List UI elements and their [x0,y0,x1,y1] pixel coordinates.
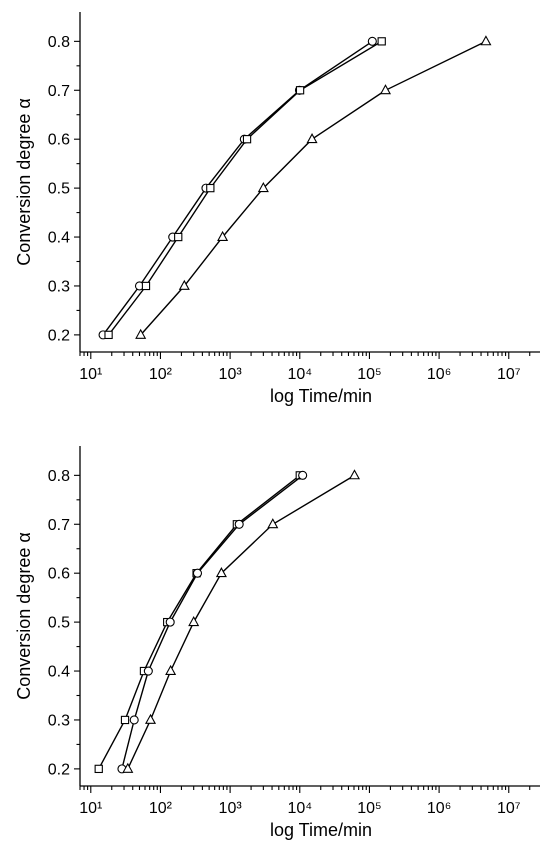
x-tick-label: 10⁵ [357,800,381,817]
data-point-square [174,232,183,242]
y-tick-label: 0.2 [48,327,70,344]
data-point-square [104,330,113,340]
x-tick-label: 10² [149,366,173,383]
data-point-circle [298,470,308,480]
series-line [121,474,304,770]
x-tick-label: 10² [149,800,173,817]
x-tick-label: 10⁷ [497,800,521,817]
y-tick-label: 0.5 [48,181,70,198]
data-point-square [120,715,130,725]
data-point-circle [143,666,153,676]
data-point-square [94,764,103,774]
data-point-triangle [379,84,392,95]
series-line [102,40,373,336]
chart-top: 0.2 0.3 0.4 0.5 0.6 0.7 0.8 10¹ 10² 10³ 10⁴ 10⁵ 10⁶ 1… [14,12,540,406]
y-tick-label: 0.6 [48,566,70,583]
data-point-triangle [257,181,269,193]
x-tick-label: 10⁴ [287,366,312,383]
data-point-triangle [215,567,227,578]
x-axis-title: log Time/min [270,386,372,406]
y-tick-label: 0.4 [48,664,70,681]
data-point-triangle [348,469,361,480]
data-point-triangle [267,518,279,529]
series-line [98,474,301,770]
data-point-triangle [135,328,147,339]
data-point-circle [192,568,203,578]
data-point-circle [234,519,244,529]
y-tick-label: 0.3 [48,712,70,729]
data-point-square [295,86,305,95]
data-point-square [141,281,151,291]
data-point-circle [165,617,175,627]
y-tick-label: 0.8 [48,468,70,485]
data-point-square [377,37,386,46]
data-point-circle [367,36,377,46]
data-point-square [242,135,252,144]
y-tick-label: 0.7 [48,83,70,100]
series-square [94,471,304,774]
y-tick-label: 0.6 [48,132,70,149]
data-point-square [206,183,215,193]
y-tick-label: 0.2 [48,761,70,778]
data-point-triangle [217,230,229,241]
x-tick-label: 10³ [219,366,243,383]
data-point-triangle [122,762,134,773]
series-line [108,40,383,336]
y-tick-label: 0.5 [48,615,70,632]
data-point-triangle [306,133,318,144]
x-tick-label: 10⁶ [427,366,451,383]
data-point-triangle [178,279,190,290]
data-point-circle [129,715,139,725]
series-line [140,40,487,336]
y-axis-title: Conversion degree α [14,98,34,266]
series-line [127,474,355,770]
series-triangle [122,469,361,773]
x-tick-label: 10¹ [79,800,102,817]
y-tick-label: 0.3 [48,278,70,295]
series-triangle [135,35,492,339]
x-tick-label: 10⁴ [287,800,312,817]
chart-bottom: 0.2 0.3 0.4 0.5 0.6 0.7 0.8 10¹ 10² 10³ 10⁴ 10⁵ 10⁶ 1… [14,446,540,840]
x-tick-label: 10⁷ [497,366,521,383]
y-axis-title: Conversion degree α [14,532,34,700]
y-tick-label: 0.7 [48,517,70,534]
x-tick-label: 10¹ [79,366,102,383]
data-point-triangle [480,35,492,46]
x-axis-title: log Time/min [270,820,372,840]
data-point-triangle [144,713,157,724]
y-tick-label: 0.8 [48,34,70,51]
y-tick-label: 0.4 [48,230,70,247]
x-tick-label: 10³ [219,800,243,817]
x-tick-label: 10⁶ [427,800,451,817]
data-point-triangle [188,615,200,627]
series-square [104,37,386,340]
x-tick-label: 10⁵ [357,366,381,383]
data-point-triangle [165,664,177,675]
